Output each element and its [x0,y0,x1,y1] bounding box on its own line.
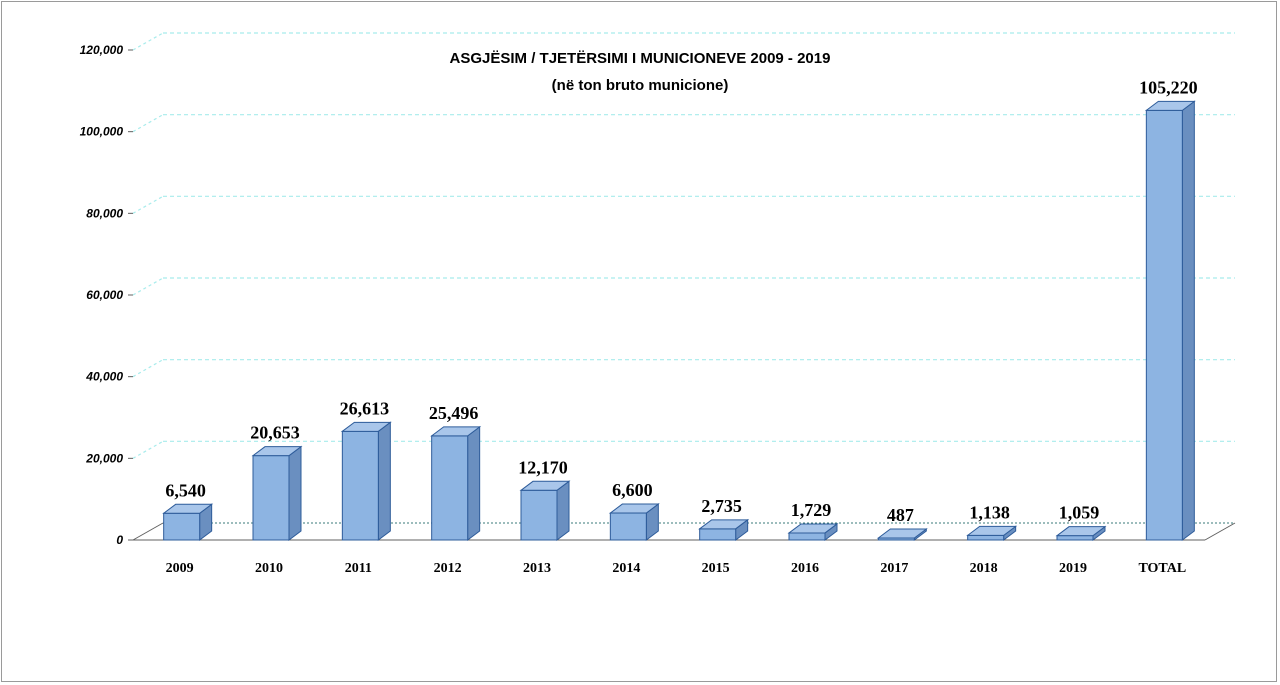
bar-2016 [787,522,839,541]
bar-2010 [251,445,303,541]
bar-2018 [966,525,1018,541]
bar-2017 [876,528,928,541]
y-tick-label: 20,000 [85,451,123,465]
gridline-depth [132,277,164,296]
y-tick-label: 60,000 [86,288,123,302]
data-label: 1,729 [791,500,832,520]
gridline-depth [132,114,164,133]
bar-total [1144,100,1196,541]
x-tick-label: 2012 [434,561,462,576]
bar-top [340,421,392,432]
x-axis-tick-labels: 2009 2010 2011 2012 2013 2014 2015 2016 2017 2018… [166,561,1187,576]
bar-front [431,435,469,541]
y-tick-label: 100,000 [80,125,124,139]
bar-top [519,480,571,491]
bar-front [252,455,290,541]
gridline-depth [132,359,164,378]
gridlines [132,32,1235,524]
gridline-depth [132,440,164,459]
data-label: 25,496 [429,403,479,423]
gridline-depth [132,195,164,214]
bar-front [788,532,826,541]
bar-top [430,426,482,437]
bar-front [1056,535,1094,541]
x-tick-label: 2011 [345,561,372,576]
x-tick-label: TOTAL [1138,561,1186,576]
x-tick-label: 2009 [166,561,194,576]
chart-title: ASGJËSIM / TJETËRSIMI I MUNICIONEVE 2009… [450,50,831,67]
data-label: 105,220 [1139,77,1198,97]
y-tick-label: 80,000 [86,206,123,220]
bar-side [288,445,302,541]
data-label: 12,170 [518,457,568,477]
bar-side [377,421,391,541]
y-tick-label: 40,000 [85,370,123,384]
x-tick-label: 2010 [255,561,283,576]
bar-2011 [340,421,392,541]
bar-top [251,446,303,457]
bar-side [1181,100,1195,541]
x-tick-label: 2019 [1059,561,1087,576]
axes [128,49,1236,541]
bar-front [967,534,1005,541]
x-tick-label: 2015 [702,561,730,576]
bar-top [787,523,839,534]
data-label: 487 [887,505,914,525]
bar-top [876,528,928,539]
x-tick-label: 2018 [970,561,998,576]
data-label: 2,735 [701,496,742,516]
bar-2009 [162,503,214,541]
data-label: 26,613 [340,398,390,418]
data-labels: 6,540 20,653 26,613 25,496 12,170 6,600 2,735 1… [165,77,1197,525]
bar-front [609,512,647,541]
data-label: 20,653 [250,423,300,443]
data-label: 1,059 [1059,503,1100,523]
data-label: 6,540 [165,480,206,500]
bar-top [966,525,1018,536]
x-tick-label: 2014 [612,561,640,576]
y-axis-depth-line [132,522,164,541]
y-axis-tick-labels: 0 20,000 40,000 60,000 80,000 100,000 120,000 [80,43,124,547]
bar-2012 [430,425,482,541]
y-tick-label: 0 [116,533,123,547]
bar-side [556,480,570,541]
bar-side [467,425,481,541]
bar-2015 [698,518,750,541]
bar-front [341,430,379,541]
bar-top [162,503,214,514]
bar-front [1145,109,1183,541]
bar-2019 [1055,525,1107,541]
x-tick-label: 2017 [880,561,908,576]
y-tick-label: 120,000 [80,43,124,57]
bar-top [608,503,660,514]
data-label: 6,600 [612,480,653,500]
bar-top [1144,100,1196,111]
bars [162,100,1196,541]
x-tick-label: 2016 [791,561,819,576]
bar-front [163,512,201,541]
bar-front [699,528,737,541]
bar-2014 [608,503,660,541]
bar-front [520,489,558,541]
bar-top [698,519,750,530]
gridline-depth [132,32,164,51]
chart-subtitle: (në ton bruto municione) [552,77,729,94]
x-axis-depth-line [1204,522,1236,541]
x-tick-label: 2013 [523,561,551,576]
data-label: 1,138 [969,502,1010,522]
bar-2013 [519,480,571,541]
bar-top [1055,526,1107,537]
